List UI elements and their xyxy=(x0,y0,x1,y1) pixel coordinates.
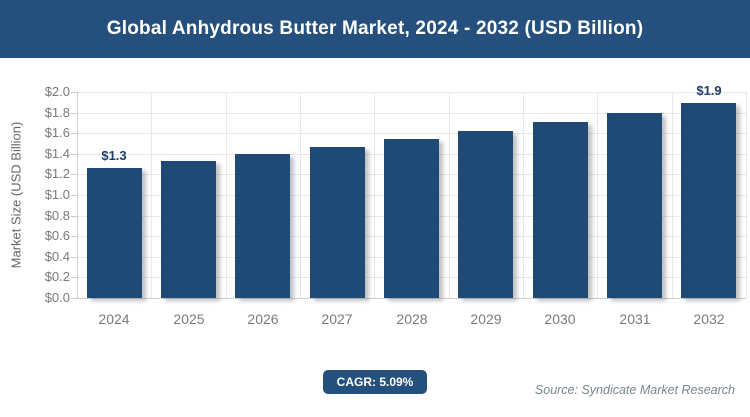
v-gridline xyxy=(151,92,152,298)
x-tick-label: 2028 xyxy=(396,311,428,327)
v-gridline xyxy=(449,92,450,298)
y-tick-label: $1.8 xyxy=(44,105,70,120)
bar-2025 xyxy=(161,161,216,298)
y-tick-label: $1.0 xyxy=(44,187,70,202)
v-gridline xyxy=(300,92,301,298)
y-tick-mark xyxy=(71,236,77,237)
header-bar: Global Anhydrous Butter Market, 2024 - 2… xyxy=(0,0,750,58)
bar-value-label: $1.9 xyxy=(696,83,722,98)
y-tick-label: $2.0 xyxy=(44,84,70,99)
source-credit: Source: Syndicate Market Research xyxy=(534,383,735,397)
y-tick-mark xyxy=(71,133,77,134)
y-tick-mark xyxy=(71,277,77,278)
x-tick-label: 2029 xyxy=(470,311,502,327)
y-tick-label: $0.6 xyxy=(44,228,70,243)
bar-2031 xyxy=(607,113,662,298)
x-tick-label: 2031 xyxy=(619,311,651,327)
y-axis-line xyxy=(77,92,78,298)
chart-title: Global Anhydrous Butter Market, 2024 - 2… xyxy=(106,18,644,39)
y-tick-label: $0.8 xyxy=(44,208,70,223)
y-tick-mark xyxy=(71,195,77,196)
bar-2027 xyxy=(310,147,365,298)
h-gridline xyxy=(77,92,746,93)
x-axis-line xyxy=(77,298,746,299)
y-tick-mark xyxy=(71,113,77,114)
y-tick-mark xyxy=(71,216,77,217)
y-tick-label: $0.4 xyxy=(44,249,70,264)
y-tick-mark xyxy=(71,257,77,258)
y-tick-mark xyxy=(71,298,77,299)
v-gridline xyxy=(523,92,524,298)
x-tick-label: 2032 xyxy=(693,311,725,327)
y-tick-mark xyxy=(71,92,77,93)
v-gridline xyxy=(374,92,375,298)
v-gridline xyxy=(226,92,227,298)
y-tick-label: $1.6 xyxy=(44,125,70,140)
v-gridline xyxy=(746,92,747,298)
bar-2024 xyxy=(87,168,142,298)
y-tick-label: $0.0 xyxy=(44,290,70,305)
v-gridline xyxy=(597,92,598,298)
bar-2032 xyxy=(681,103,736,298)
bar-value-label: $1.3 xyxy=(101,148,127,163)
h-gridline xyxy=(77,113,746,114)
y-tick-label: $0.2 xyxy=(44,269,70,284)
y-tick-label: $1.2 xyxy=(44,166,70,181)
x-tick-label: 2026 xyxy=(247,311,279,327)
y-tick-mark xyxy=(71,174,77,175)
bar-2029 xyxy=(458,131,513,298)
x-tick-label: 2027 xyxy=(321,311,353,327)
bar-2026 xyxy=(235,154,290,298)
y-axis-title: Market Size (USD Billion) xyxy=(8,121,24,269)
v-gridline xyxy=(672,92,673,298)
h-gridline xyxy=(77,133,746,134)
y-tick-mark xyxy=(71,154,77,155)
cagr-badge: CAGR: 5.09% xyxy=(323,370,427,394)
bar-2030 xyxy=(533,122,588,298)
x-tick-label: 2025 xyxy=(173,311,205,327)
bar-2028 xyxy=(384,139,439,298)
x-tick-label: 2030 xyxy=(544,311,576,327)
x-tick-label: 2024 xyxy=(98,311,130,327)
y-tick-label: $1.4 xyxy=(44,146,70,161)
